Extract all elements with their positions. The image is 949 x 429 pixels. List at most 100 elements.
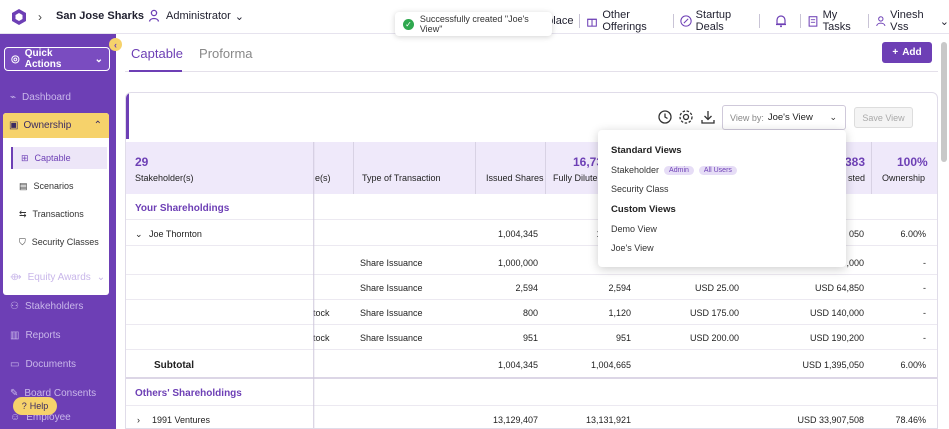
header-type[interactable]: Type of Transaction [362,173,441,183]
table-row[interactable]: tock Share Issuance 951 951 USD 200.00 U… [126,325,937,350]
menu-item-label: Joe's View [611,243,654,253]
gear-icon[interactable] [678,109,694,125]
add-button-label: Add [902,47,922,58]
nav-startup-deals-label: Startup Deals [695,9,732,33]
nav-notifications[interactable] [774,14,788,28]
sidebar-item-ownership[interactable]: ▣ Ownership ⌃ [3,113,109,138]
subtotal-fully-diluted: 1,004,665 [590,360,631,370]
header-ownership[interactable]: Ownership [882,173,926,183]
chevron-down-icon: ⌄ [234,10,245,23]
view-by-select[interactable]: View by: Joe's View ⌄ [722,105,846,130]
page-scrollbar[interactable] [941,42,947,162]
header-security[interactable]: e(s) [315,173,331,183]
divider [867,14,869,28]
transactions-icon: ⇆ [19,208,27,219]
issued-shares: 800 [522,308,538,318]
ownership: - [923,308,926,318]
toast-message: Successfully created "Joe's View" [419,14,529,34]
download-icon[interactable] [700,109,716,125]
menu-item-security-class[interactable]: Security Class [611,184,669,194]
header-issued[interactable]: Issued Shares [486,173,544,183]
chevron-right-icon[interactable]: › [137,415,140,425]
tab-bar: Captable Proforma [131,46,253,61]
fully-diluted: 1,120 [608,308,631,318]
chevron-up-icon: ⌃ [93,120,102,131]
captable-card: View by: Joe's View ⌄ Save View 29 Stake… [125,92,938,429]
table-row[interactable]: › 1991 Ventures 13,129,407 13,131,921 US… [126,407,937,428]
sidebar-item-reports[interactable]: ▥ Reports [10,330,60,341]
invested: USD 190,200 [809,333,864,343]
card-accent [126,93,129,139]
quick-actions-button[interactable]: ◎ Quick Actions ⌄ [4,47,110,71]
divider [758,14,760,28]
table-row[interactable]: tock Share Issuance 800 1,120 USD 175.00… [126,300,937,325]
sidebar-item-label: Board Consents [24,388,97,399]
user-menu[interactable]: Vinesh Vss ⌄ [875,9,949,33]
invested: ,000 [846,258,864,268]
stakeholder-name[interactable]: Joe Thornton [149,229,202,239]
section-others-shareholdings: Others' Shareholdings [135,388,242,399]
sidebar-item-stakeholders[interactable]: ⚇ Stakeholders [10,301,83,312]
check-circle-icon: ✓ [403,18,414,30]
help-button[interactable]: ? Help [13,397,57,415]
price: USD 25.00 [694,283,739,293]
sidebar-subitem-transactions[interactable]: ⇆ Transactions [11,203,107,225]
table-row[interactable]: Share Issuance 2,594 2,594 USD 25.00 USD… [126,275,937,300]
nav-startup-deals[interactable]: Startup Deals [679,9,753,33]
subtotal-ownership: 6.00% [900,360,926,370]
sidebar-subitem-label: Transactions [32,209,84,219]
chevron-down-icon[interactable]: ⌄ [135,229,143,239]
menu-item-joes-view[interactable]: Joe's View [611,243,654,253]
documents-icon: ▭ [10,359,20,370]
fully-diluted-total: 16,73 [573,155,604,169]
security-class: tock [313,308,330,318]
sidebar-subitem-label: Captable [34,153,71,163]
sidebar-subitem-security-classes[interactable]: ⛉ Security Classes [11,231,107,253]
sticky-column-shadow [313,142,315,428]
tab-captable[interactable]: Captable [131,46,184,61]
header-invested[interactable]: sted [848,173,866,183]
subtotal-label: Subtotal [154,360,194,371]
sidebar-item-equity-awards[interactable]: ⟴ Equity Awards ⌄ [10,272,105,283]
admin-badge: Admin [664,165,694,175]
sidebar-item-board-consents[interactable]: ✎ Board Consents [10,388,96,399]
ownership-total: 100% [897,155,928,169]
sidebar-item-label: Dashboard [22,92,71,103]
header-fully-diluted[interactable]: Fully Dilute [553,173,598,183]
table-row[interactable]: Share Issuance 1,000,000 ,000 - [126,250,937,275]
header-stakeholders[interactable]: Stakeholder(s) [135,173,194,183]
section-row: Others' Shareholdings [126,381,937,406]
sidebar-subitem-captable[interactable]: ⊞ Captable [11,147,107,169]
stakeholder-name[interactable]: 1991 Ventures [152,415,211,425]
sidebar-item-label: Documents [25,359,77,370]
plus-icon: + [892,47,899,58]
sidebar-subitem-scenarios[interactable]: ▤ Scenarios [11,175,107,197]
tab-proforma[interactable]: Proforma [199,46,253,61]
company-logo-icon[interactable] [10,8,28,26]
tabs-divider [125,71,938,72]
divider [579,14,581,28]
collapse-sidebar-icon[interactable]: ‹ [109,38,122,51]
percent-icon [679,15,692,27]
sidebar-item-dashboard[interactable]: ⌁ Dashboard [10,92,71,103]
user-icon [875,16,886,27]
role-selector[interactable]: Administrator ⌄ [148,9,244,23]
equity-awards-icon: ⟴ [10,272,22,283]
menu-item-label: Stakeholder [611,165,660,175]
add-button[interactable]: + Add [882,42,932,63]
nav-my-tasks[interactable]: My Tasks [807,9,862,33]
history-icon[interactable] [657,109,673,125]
column-divider [475,142,476,194]
sidebar-item-documents[interactable]: ▭ Documents [10,359,76,370]
save-view-button[interactable]: Save View [854,107,913,128]
sidebar-item-label: Employee [26,412,71,423]
sidebar-item-employee[interactable]: ☺ Employee [10,412,71,423]
ownership-icon: ▣ [9,120,19,131]
sidebar-subitem-label: Security Classes [31,237,99,247]
menu-item-stakeholder[interactable]: Stakeholder Admin All Users [611,165,737,175]
menu-item-demo-view[interactable]: Demo View [611,224,657,234]
quick-actions-label: Quick Actions [24,48,62,70]
section-row: Your Shareholdings [126,195,937,220]
nav-other-offerings[interactable]: Other Offerings [586,9,666,33]
company-name[interactable]: San Jose Sharks [56,10,145,22]
